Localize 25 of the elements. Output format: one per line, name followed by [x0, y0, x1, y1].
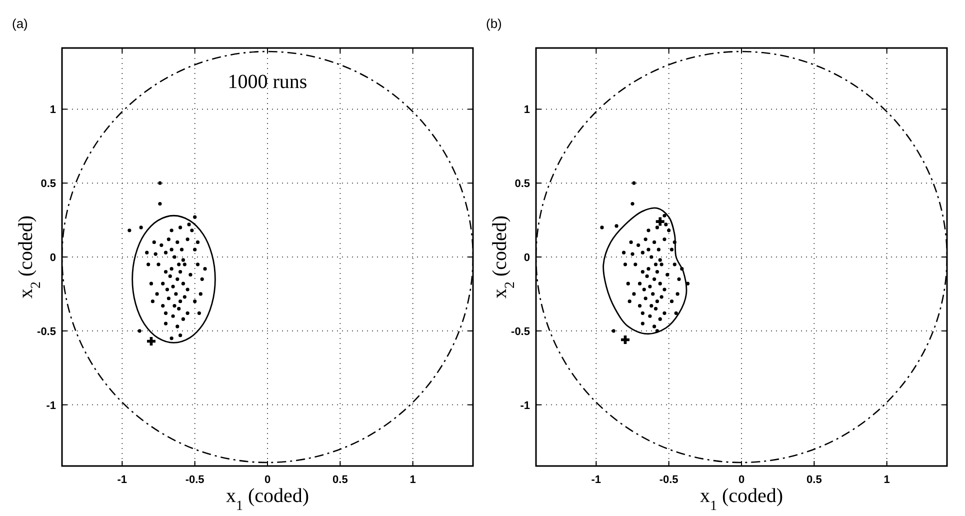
annotation: 1000 runs — [228, 71, 308, 93]
x-tick-label: 1 — [884, 474, 890, 486]
chart-title: (b) — [486, 16, 502, 31]
x-tick-label: 1 — [410, 474, 416, 486]
x-tick-label: 0.5 — [806, 474, 822, 486]
x-axis-title: x$_{1}$ (coded) — [226, 485, 310, 514]
x-axis-title: x$_{1}$ (coded) — [700, 485, 784, 514]
x-tick-label: 0 — [738, 474, 745, 486]
x-tick-label: -1 — [591, 474, 602, 486]
y-tick-label: 1 — [524, 104, 530, 116]
x-tick-label: -0.5 — [185, 474, 204, 486]
y-tick-label: -1 — [46, 400, 56, 412]
x-tick-label: -0.5 — [659, 474, 678, 486]
y-tick-label: 0.5 — [40, 178, 56, 190]
y-tick-label: -0.5 — [37, 326, 56, 338]
y-tick-label: 0.5 — [514, 178, 530, 190]
x-tick-label: 0 — [264, 474, 271, 486]
y-tick-label: 0 — [524, 252, 530, 264]
y-tick-label: -1 — [520, 400, 530, 412]
x-tick-label: -1 — [117, 474, 128, 486]
chart-title: (a) — [12, 16, 28, 31]
y-tick-label: 0 — [50, 252, 56, 264]
x-tick-label: 0.5 — [332, 474, 348, 486]
y-tick-label: 1 — [50, 104, 56, 116]
y-tick-label: -0.5 — [511, 326, 530, 338]
